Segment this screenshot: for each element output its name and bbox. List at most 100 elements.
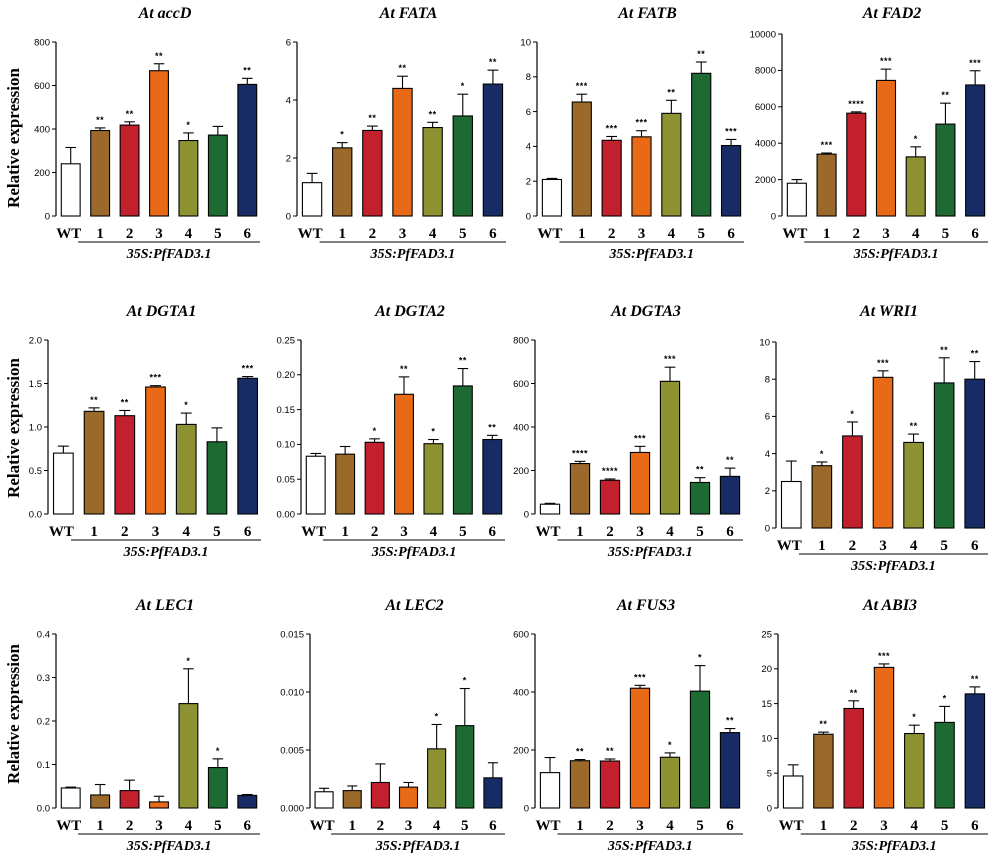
x-tick-label: 6 — [244, 818, 252, 834]
y-tick-label: 400 — [513, 422, 529, 433]
chart-title: At FUS3 — [616, 597, 675, 614]
bar — [873, 666, 895, 809]
significance-label: * — [186, 120, 190, 130]
bar — [601, 139, 622, 217]
x-tick-label: 3 — [638, 226, 646, 242]
x-tick-label: 6 — [489, 226, 497, 242]
bar — [659, 380, 681, 515]
x-tick-label: 4 — [912, 226, 920, 242]
y-tick-label: 800 — [513, 335, 529, 346]
bar — [539, 503, 561, 515]
y-tick-label: 0.0 — [37, 803, 50, 814]
significance-label: *** — [635, 118, 647, 128]
bar — [119, 790, 140, 809]
bar — [90, 794, 111, 809]
x-tick-label: 6 — [971, 538, 979, 554]
bar — [842, 435, 863, 529]
bar — [237, 83, 258, 217]
group-label: 35S:PfFAD3.1 — [126, 839, 212, 854]
bar — [314, 791, 334, 809]
x-tick-label: 2 — [606, 524, 614, 540]
y-tick-label: 0.1 — [37, 760, 50, 771]
x-tick-label: 3 — [405, 818, 413, 834]
bar — [364, 441, 385, 515]
significance-label: * — [435, 711, 439, 721]
x-tick-label: 4 — [430, 524, 438, 540]
x-tick-label: 1 — [338, 226, 346, 242]
x-tick-label: 2 — [853, 226, 861, 242]
x-tick-label: 4 — [429, 226, 437, 242]
y-tick-label: 6 — [765, 412, 770, 423]
x-tick-label: 6 — [971, 226, 979, 242]
x-tick-label: 2 — [126, 226, 134, 242]
bar — [964, 693, 986, 809]
x-tick-label: 2 — [608, 226, 616, 242]
x-tick-label: 3 — [155, 226, 163, 242]
bar — [872, 376, 894, 529]
y-tick-label: 15 — [761, 699, 772, 710]
significance-label: ** — [726, 455, 734, 465]
chart-panel: At FAD20200040006000800010000WT***1****2… — [750, 5, 988, 262]
x-tick-label: 6 — [244, 524, 252, 540]
bar — [905, 156, 926, 217]
bar — [455, 725, 475, 809]
y-tick-label: 2 — [286, 153, 291, 164]
y-tick-label: 5 — [767, 769, 772, 780]
significance-label: ** — [96, 115, 104, 125]
chart-title: At FATB — [617, 5, 677, 22]
x-tick-label: 5 — [696, 818, 704, 834]
significance-label: *** — [725, 126, 737, 136]
bar — [571, 101, 592, 217]
significance-label: ** — [696, 465, 704, 475]
y-tick-label: 0.000 — [280, 803, 304, 814]
y-tick-label: 6000 — [755, 102, 776, 113]
x-tick-label: 5 — [214, 818, 222, 834]
y-tick-label: 0.10 — [277, 440, 296, 451]
chart-title: At DGTA3 — [610, 303, 681, 320]
y-tick-label: 4000 — [755, 139, 776, 150]
bar — [934, 721, 955, 809]
y-tick-label: 0.2 — [37, 716, 50, 727]
bar — [689, 481, 711, 515]
x-tick-label: 3 — [155, 818, 163, 834]
bar — [83, 410, 105, 515]
bar — [964, 378, 986, 529]
significance-label: ** — [155, 51, 163, 61]
bar — [661, 112, 682, 217]
bar — [539, 772, 561, 809]
group-label: 35S:PfFAD3.1 — [851, 839, 937, 854]
x-tick-label: 4 — [910, 538, 918, 554]
x-tick-label: 5 — [697, 226, 705, 242]
significance-label: ** — [429, 109, 437, 119]
y-tick-label: 0.4 — [37, 629, 50, 640]
significance-label: ** — [850, 688, 858, 698]
significance-label: * — [463, 676, 467, 686]
group-label: 35S:PfFAD3.1 — [608, 247, 694, 262]
x-tick-label: 2 — [606, 818, 614, 834]
x-tick-label: WT — [56, 818, 81, 834]
y-tick-label: 6 — [526, 107, 531, 118]
bar — [149, 70, 169, 217]
y-tick-label: 0 — [526, 211, 531, 222]
significance-label: ** — [606, 746, 614, 756]
bar — [394, 393, 414, 515]
y-tick-label: 8 — [526, 72, 531, 83]
y-tick-label: 600 — [34, 81, 50, 92]
x-tick-label: WT — [310, 818, 335, 834]
x-tick-label: 1 — [576, 818, 584, 834]
chart-title: At ABI3 — [862, 597, 917, 614]
group-label: 35S:PfFAD3.1 — [375, 839, 461, 854]
x-tick-label: 3 — [399, 226, 407, 242]
significance-label: * — [461, 81, 465, 91]
chart-title: At accD — [138, 5, 192, 22]
significance-label: ** — [971, 349, 979, 359]
x-tick-label: 1 — [96, 818, 104, 834]
y-tick-label: 400 — [513, 687, 529, 698]
y-tick-label: 0.05 — [277, 475, 296, 486]
bar — [719, 475, 741, 515]
x-tick-label: WT — [56, 226, 81, 242]
significance-label: * — [184, 400, 188, 410]
significance-label: **** — [602, 466, 618, 476]
x-tick-label: 1 — [818, 538, 826, 554]
x-tick-label: 1 — [90, 524, 98, 540]
